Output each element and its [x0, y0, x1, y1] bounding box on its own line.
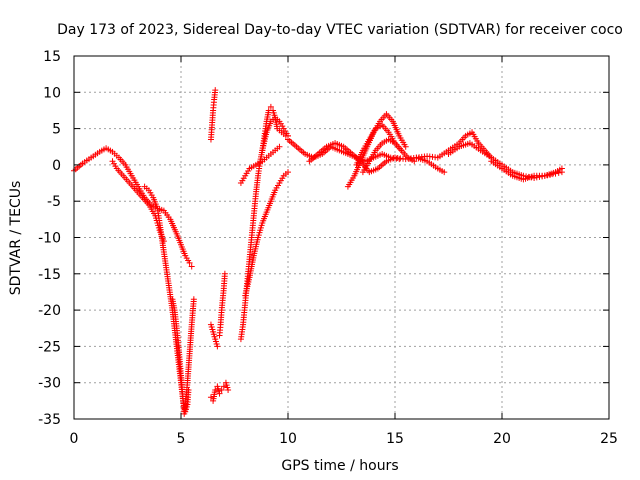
- grid: [74, 56, 609, 419]
- data-point: [276, 143, 283, 150]
- series-track-7: [216, 270, 228, 339]
- data-point: [544, 172, 551, 179]
- series-track-20: [445, 140, 565, 181]
- x-tick-label: 0: [70, 431, 79, 447]
- data-point: [549, 171, 556, 178]
- series-track-11: [237, 143, 283, 187]
- data-point: [181, 408, 188, 415]
- y-tick-label: -30: [38, 376, 61, 392]
- x-tick-label: 10: [279, 431, 297, 447]
- series-track-1: [71, 145, 195, 270]
- y-tick-label: -25: [38, 339, 61, 355]
- series-track-8: [207, 379, 232, 404]
- data-series: [71, 87, 565, 417]
- data-point: [547, 171, 554, 178]
- data-point: [218, 386, 225, 393]
- y-tick-label: 5: [52, 122, 61, 138]
- data-point: [267, 103, 274, 110]
- data-point: [402, 143, 409, 150]
- x-tick-label: 25: [600, 431, 618, 447]
- data-point: [212, 87, 219, 94]
- data-point: [225, 386, 232, 393]
- data-point: [214, 343, 221, 350]
- y-tick-labels: 15 10 5 0 -5 -10 -15 -20 -25 -30 -35: [38, 49, 61, 428]
- x-tick-labels: 0 5 10 15 20 25: [70, 431, 618, 447]
- data-point: [558, 169, 565, 176]
- data-point: [220, 383, 227, 390]
- x-tick-label: 20: [493, 431, 511, 447]
- series-track-19: [413, 154, 448, 176]
- series-track-6: [207, 321, 221, 350]
- data-point: [207, 394, 214, 401]
- series-track-5: [207, 87, 219, 143]
- y-tick-label: 10: [43, 85, 61, 101]
- y-tick-label: -20: [38, 303, 61, 319]
- series-track-21: [488, 158, 565, 183]
- data-point: [411, 158, 418, 165]
- data-point: [186, 259, 193, 266]
- y-tick-label: -10: [38, 231, 61, 247]
- data-point: [190, 296, 197, 303]
- data-point: [181, 410, 188, 417]
- data-point: [285, 169, 291, 176]
- series-track-12: [259, 114, 291, 154]
- data-point: [216, 390, 223, 397]
- data-point: [541, 172, 548, 179]
- data-point: [555, 169, 562, 176]
- data-point: [188, 263, 195, 270]
- data-point: [441, 169, 448, 176]
- x-axis-label: GPS time / hours: [281, 458, 398, 474]
- series-track-2: [109, 158, 167, 245]
- series-track-10: [242, 169, 291, 299]
- data-point: [552, 170, 559, 177]
- x-tick-label: 15: [386, 431, 404, 447]
- series-track-4: [169, 296, 197, 417]
- y-tick-label: -5: [47, 194, 61, 210]
- chart-title: Day 173 of 2023, Sidereal Day-to-day VTE…: [57, 22, 623, 38]
- y-tick-label: 0: [52, 158, 61, 174]
- y-tick-label: 15: [43, 49, 61, 65]
- y-tick-label: -15: [38, 267, 61, 283]
- data-point: [212, 386, 219, 393]
- y-axis-label: SDTVAR / TECUs: [8, 181, 24, 296]
- axis-ticks: [73, 55, 610, 420]
- data-point: [221, 270, 228, 277]
- y-tick-label: -35: [38, 412, 61, 428]
- x-tick-label: 5: [177, 431, 186, 447]
